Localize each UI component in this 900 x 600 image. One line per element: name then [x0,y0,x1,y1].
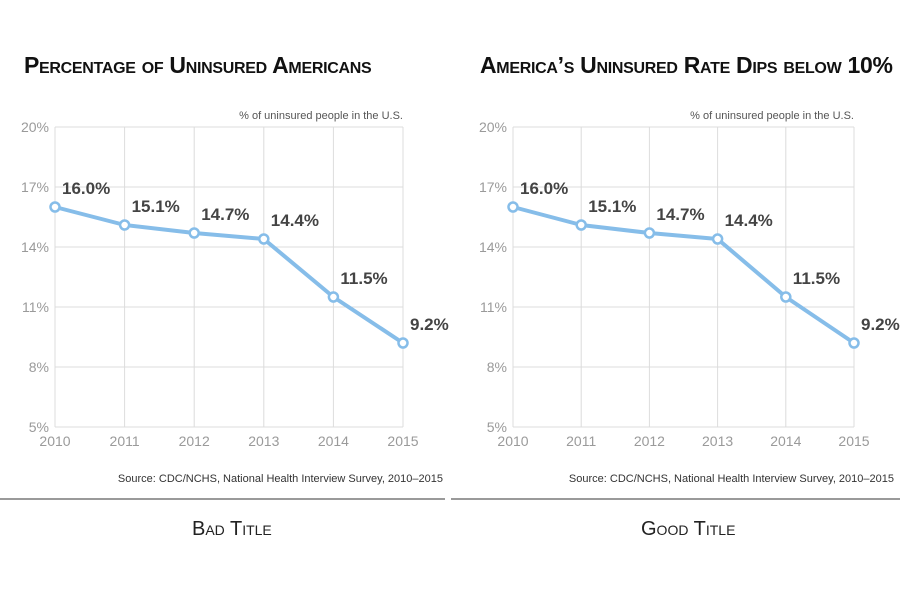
x-tick-label: 2011 [566,433,596,449]
x-tick-label: 2014 [318,433,349,449]
divider-line [451,498,900,500]
y-tick-label: 8% [29,359,49,375]
data-label: 14.7% [656,205,704,224]
data-point [327,291,340,303]
data-point [643,227,656,239]
x-tick-label: 2015 [838,433,869,449]
y-tick-label: 14% [479,239,507,255]
x-tick-label: 2010 [497,433,528,449]
chart-title: Percentage of Uninsured Americans [24,52,372,78]
data-point [507,201,519,213]
series-line [53,205,405,345]
data-point [397,337,409,349]
panel-caption: Good Title [641,518,736,540]
y-tick-label: 5% [487,419,507,435]
y-tick-label: 14% [21,239,49,255]
data-label: 11.5% [340,269,387,288]
x-tick-label: 2015 [387,433,418,449]
data-label: 11.5% [793,269,840,288]
data-label: 14.4% [271,211,319,230]
chart-panel-bad-title: Percentage of Uninsured Americans 5% 8% 11… [21,52,449,540]
chart-panel-good-title: America’s Uninsured Rate Dips below 10% … [451,0,900,600]
y-tick-label: 17% [21,179,49,195]
panel-caption: Bad Title [192,518,272,540]
data-label: 14.4% [725,211,773,230]
x-tick-label: 2013 [248,433,279,449]
x-tick-label: 2012 [634,433,665,449]
line-chart: 5% 8% 11% 14% 17% 20% 2010 2011 2012 2013 2014 2015… [479,110,900,485]
y-tick-label: 8% [487,359,507,375]
data-label: 16.0% [62,179,110,198]
data-point [575,219,587,231]
chart-source: Source: CDC/NCHS, National Health Interv… [118,473,443,485]
y-tick-label: 17% [479,179,507,195]
y-tick-label: 5% [29,419,49,435]
line-chart: 5% 8% 11% 14% 17% 20% 2010 2011 2012 2013 2014 2015… [21,110,449,485]
series-line [511,205,856,345]
data-label: 14.7% [201,205,249,224]
data-point [258,233,270,245]
y-tick-label: 20% [21,119,49,135]
x-tick-label: 2011 [110,433,140,449]
data-label: 15.1% [588,197,636,216]
data-label: 16.0% [520,179,568,198]
divider-line [0,498,445,500]
y-tick-label: 20% [479,119,507,135]
data-label: 15.1% [132,197,180,216]
y-tick-label: 11% [22,299,49,315]
chart-title: America’s Uninsured Rate Dips below 10% [480,52,893,78]
x-tick-label: 2013 [702,433,733,449]
x-tick-label: 2012 [179,433,210,449]
chart-subtitle: % of uninsured people in the U.S. [239,110,403,122]
data-point [188,227,200,239]
data-point [780,291,792,303]
data-point [118,219,131,231]
data-label: 9.2% [861,315,900,334]
data-point [711,233,724,245]
data-point [848,337,860,349]
data-point [49,201,61,213]
y-tick-label: 11% [480,299,507,315]
data-label: 9.2% [410,315,449,334]
x-tick-label: 2010 [39,433,70,449]
chart-source: Source: CDC/NCHS, National Health Interv… [569,473,894,485]
x-tick-label: 2014 [770,433,801,449]
chart-subtitle: % of uninsured people in the U.S. [690,110,854,122]
